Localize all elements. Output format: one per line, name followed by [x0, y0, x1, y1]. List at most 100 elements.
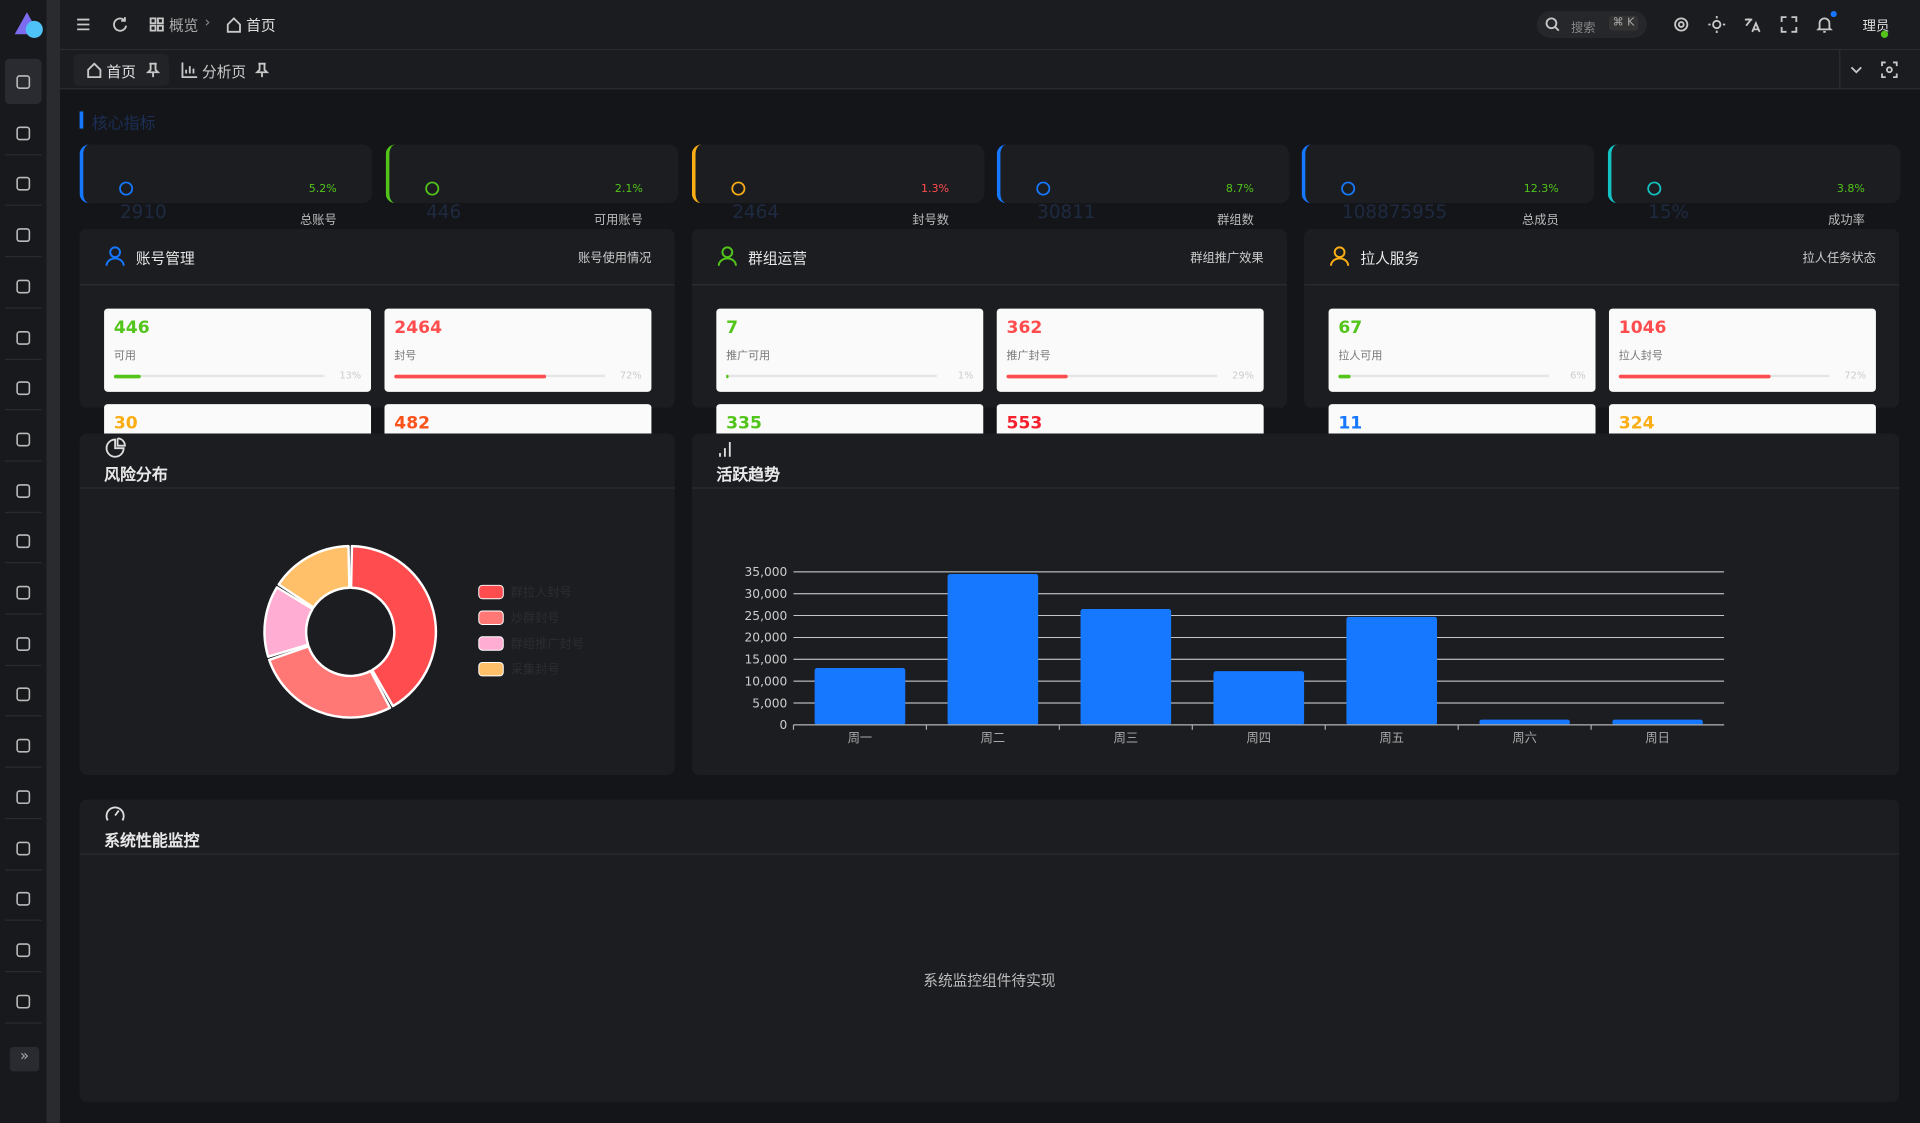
sidebar-item[interactable]: [4, 263, 42, 309]
notification-button[interactable]: [1816, 16, 1833, 33]
progress-label: 13%: [339, 369, 362, 381]
breadcrumb-item[interactable]: 概览: [168, 17, 199, 35]
sidebar-item[interactable]: [4, 876, 42, 922]
sidebar-item[interactable]: [4, 365, 42, 411]
sidebar-item[interactable]: [4, 569, 42, 615]
metric-icon: [119, 181, 134, 196]
sidebar-item[interactable]: [4, 58, 42, 105]
y-tick-label: 35,000: [745, 565, 788, 579]
tab-icon: [87, 62, 102, 79]
panel-divider: [79, 853, 1900, 855]
stat-value: 362: [1006, 318, 1043, 338]
progress-bar: [1618, 374, 1771, 379]
icon-shape: [105, 437, 126, 458]
refresh-button[interactable]: [111, 16, 128, 33]
metric-value: 2910: [120, 200, 167, 223]
stat-label: 可用: [113, 350, 136, 363]
theme-button[interactable]: [1708, 15, 1726, 34]
icon-shape: [105, 806, 125, 821]
notification-dot: [1830, 11, 1837, 18]
sidebar-item[interactable]: [4, 978, 42, 1024]
tab-dropdown[interactable]: [1848, 61, 1865, 78]
search-shortcut: ⌘ K: [1608, 15, 1639, 31]
x-tick-label: 周六: [1512, 731, 1536, 745]
sidebar-icon: [16, 585, 31, 600]
sidebar-item[interactable]: [4, 723, 42, 768]
sidebar-item[interactable]: [4, 825, 42, 871]
sidebar-item[interactable]: [4, 314, 42, 360]
pie-slice: [263, 586, 314, 658]
stat-value: 7: [726, 318, 739, 338]
x-tick-label: 周二: [981, 731, 1005, 745]
sidebar-item[interactable]: [4, 927, 42, 973]
sidebar-icon: [16, 126, 31, 141]
bar: [1479, 719, 1570, 725]
overview-icon: [149, 17, 164, 32]
progress-bar: [394, 374, 546, 379]
collapse-button[interactable]: »: [9, 1046, 40, 1072]
sidebar-item[interactable]: [4, 671, 42, 717]
y-tick-label: 15,000: [745, 653, 788, 667]
stat-value: 67: [1338, 318, 1363, 338]
user-name[interactable]: 理员: [1862, 18, 1890, 35]
sidebar-icon: [16, 994, 31, 1009]
tab-label[interactable]: 分析页: [202, 63, 247, 81]
metric-change: 8.7%: [1225, 183, 1254, 196]
sidebar-item[interactable]: [4, 518, 42, 564]
panel-icon: [105, 806, 125, 821]
pie-slice: [277, 544, 351, 609]
menu-toggle[interactable]: [75, 16, 92, 33]
tab-label[interactable]: 首页: [106, 63, 136, 81]
tab-fullscreen[interactable]: [1881, 61, 1898, 79]
icon-shape: [16, 228, 31, 243]
icon-shape: [731, 181, 746, 196]
panel-divider: [1304, 284, 1900, 286]
settings-button[interactable]: [1673, 16, 1690, 33]
metric-icon: [1341, 181, 1356, 196]
panel-title: 群组运营: [748, 249, 807, 267]
metric-icon: [1647, 181, 1662, 196]
language-button[interactable]: [1744, 16, 1761, 33]
panel-subtitle: 账号使用情况: [577, 252, 652, 266]
legend-swatch: [478, 584, 504, 600]
stat-card: 362 推广封号 29%: [996, 308, 1264, 392]
metric-icon: [425, 181, 440, 196]
icon-shape: [119, 181, 134, 196]
sidebar-item[interactable]: [4, 620, 42, 666]
sidebar-icon: [16, 789, 31, 804]
sidebar-item[interactable]: [4, 110, 42, 156]
tab-pin[interactable]: [144, 61, 161, 78]
sidebar-item[interactable]: [4, 212, 42, 258]
sidebar-item[interactable]: [4, 416, 42, 462]
tab-pin[interactable]: [253, 61, 270, 78]
progress-track: [1338, 374, 1549, 378]
panel-icon: [717, 246, 737, 266]
tab-icon: [181, 62, 198, 79]
sidebar-item[interactable]: [4, 467, 42, 513]
panel-title: 账号管理: [135, 249, 195, 267]
sidebar-item[interactable]: [4, 161, 42, 207]
search-icon: [1545, 17, 1560, 32]
icon-shape: [721, 246, 734, 259]
icon-shape: [16, 483, 31, 498]
panel-divider: [79, 487, 675, 489]
breadcrumb-item[interactable]: 首页: [246, 17, 276, 35]
panel-title: 拉人服务: [1360, 249, 1420, 267]
icon-shape: [109, 246, 121, 259]
metric-icon: [731, 181, 746, 196]
stat-label: 推广可用: [726, 350, 771, 363]
legend-label: 群组推广封号: [511, 637, 584, 651]
icon-shape: [719, 442, 731, 457]
fullscreen-button[interactable]: [1780, 16, 1798, 33]
section-title: 核心指标: [91, 115, 156, 134]
sidebar-item[interactable]: [4, 774, 42, 819]
stat-label: 封号: [394, 350, 417, 363]
sidebar-icon: [16, 687, 31, 702]
sidebar-icon: [16, 892, 31, 906]
bar: [947, 574, 1039, 725]
bar: [814, 668, 906, 725]
chart-panel: [79, 433, 675, 776]
sidebar-icon: [16, 228, 31, 243]
sidebar-icon: [16, 75, 31, 89]
